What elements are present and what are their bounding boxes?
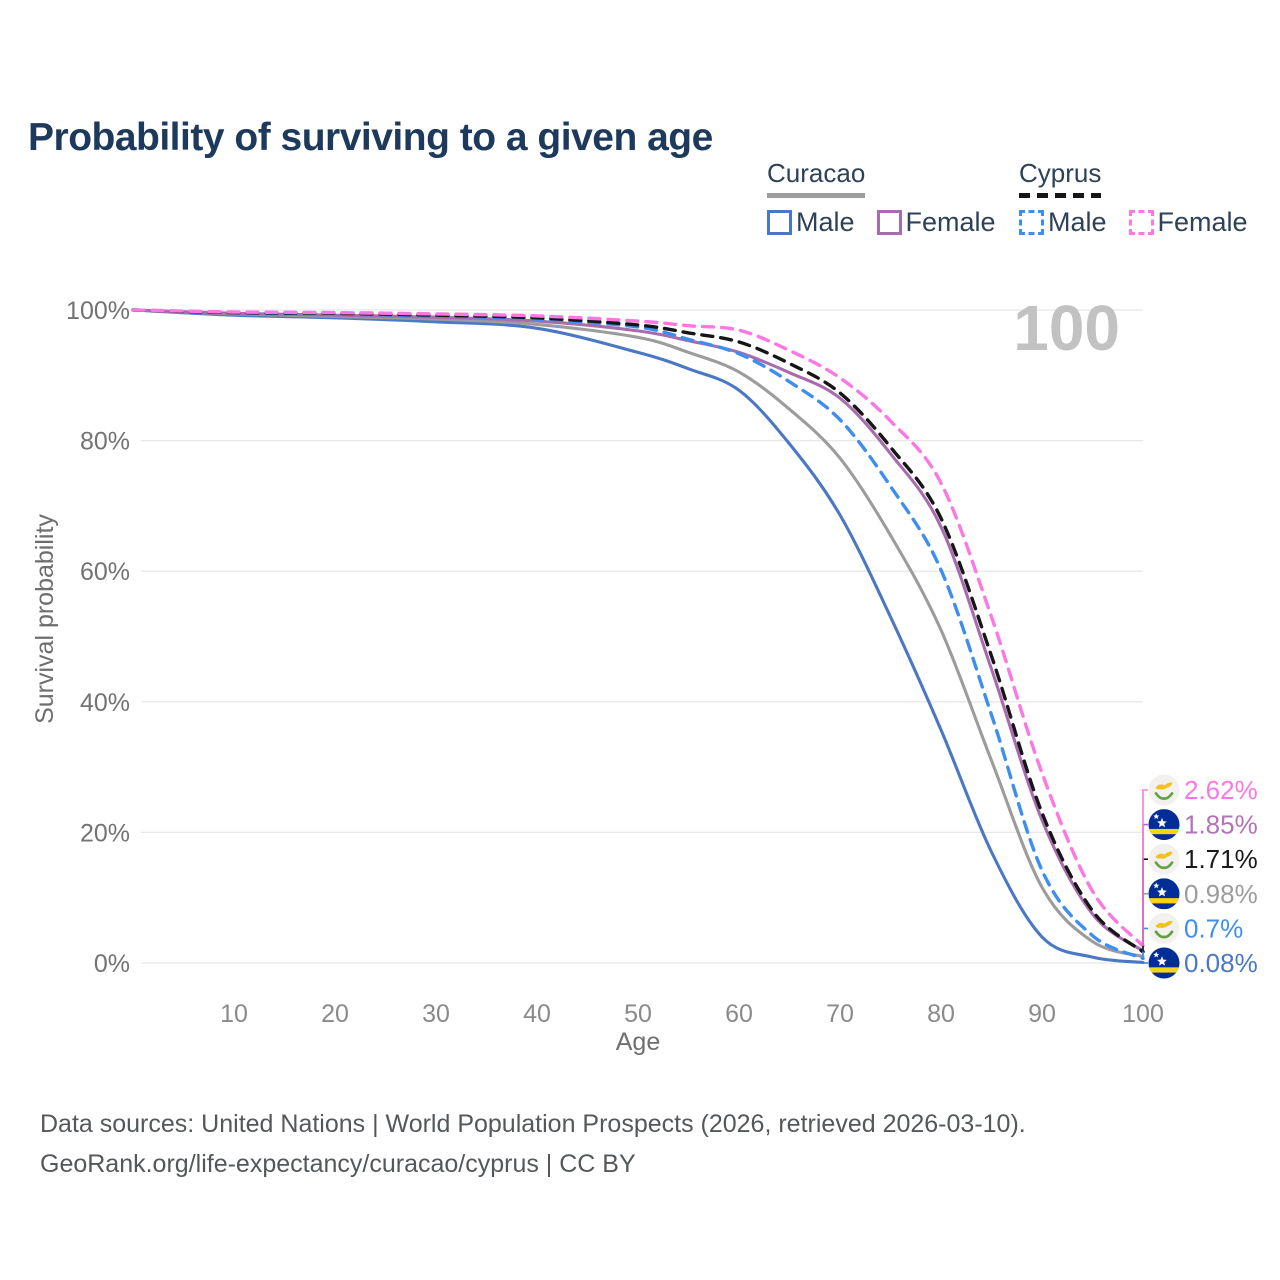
hovered-age-indicator: 100 bbox=[1013, 292, 1120, 364]
y-tick-20%: 20% bbox=[80, 819, 130, 847]
legend-item-cyprus-female[interactable]: Female bbox=[1128, 207, 1248, 238]
legend-label-curacao-female: Female bbox=[905, 207, 996, 237]
cyprus-flag-icon bbox=[1148, 843, 1180, 875]
y-tick-0%: 0% bbox=[94, 950, 130, 978]
legend-country-cyprus-label: Cyprus bbox=[1019, 158, 1102, 188]
x-tick-60: 60 bbox=[725, 1000, 753, 1028]
end-value-cyprus-female: 2.62% bbox=[1184, 775, 1258, 805]
x-tick-50: 50 bbox=[624, 1000, 652, 1028]
x-tick-100: 100 bbox=[1122, 1000, 1164, 1028]
legend-label-cyprus-male: Male bbox=[1048, 207, 1107, 237]
footer-attribution: GeoRank.org/life-expectancy/curacao/cypr… bbox=[40, 1150, 636, 1178]
series-line-curacao-male[interactable] bbox=[131, 308, 1145, 965]
footer-data-sources: Data sources: United Nations | World Pop… bbox=[40, 1110, 1026, 1138]
series-line-cyprus-male[interactable] bbox=[131, 308, 1145, 961]
y-axis-title: Survival probability bbox=[31, 514, 59, 724]
leader-line-cyprus-female bbox=[1142, 789, 1148, 946]
legend-curacao-line-sample bbox=[767, 193, 866, 198]
legend-label-cyprus-female: Female bbox=[1157, 207, 1248, 237]
legend-swatch-curacao-male bbox=[767, 210, 792, 235]
x-tick-30: 30 bbox=[422, 1000, 450, 1028]
curacao-flag-icon bbox=[1148, 809, 1180, 841]
end-value-curacao-female: 1.85% bbox=[1184, 810, 1258, 840]
x-tick-10: 10 bbox=[220, 1000, 248, 1028]
leader-line-curacao-male bbox=[1142, 962, 1148, 964]
chart-title: Probability of surviving to a given age bbox=[28, 116, 713, 160]
y-tick-100%: 100% bbox=[66, 297, 130, 325]
series-line-cyprus-female[interactable] bbox=[131, 308, 1145, 948]
curacao-flag-icon bbox=[1148, 878, 1180, 910]
survival-chart-canvas[interactable]: 0% 20% 40% 60% 80% 100% 10 20 30 40 50 60 70 80 90 100 0… bbox=[0, 0, 1280, 1090]
y-tick-60%: 60% bbox=[80, 558, 130, 586]
curacao-flag-icon bbox=[1148, 947, 1180, 979]
y-tick-80%: 80% bbox=[80, 428, 130, 456]
legend-country-curacao[interactable]: Curacao bbox=[767, 158, 866, 198]
legend-cyprus-line-sample bbox=[1019, 193, 1102, 198]
footer: Data sources: United Nations | World Pop… bbox=[40, 1104, 1026, 1184]
legend-country-cyprus[interactable]: Cyprus bbox=[1019, 158, 1102, 198]
x-axis-title: Age bbox=[615, 1028, 661, 1056]
legend-label-curacao-male: Male bbox=[796, 207, 855, 237]
legend-item-curacao-female[interactable]: Female bbox=[876, 207, 996, 238]
legend-swatch-curacao-female bbox=[876, 210, 902, 235]
x-tick-80: 80 bbox=[927, 1000, 955, 1028]
legend-swatch-cyprus-female bbox=[1128, 210, 1154, 235]
x-tick-70: 70 bbox=[826, 1000, 854, 1028]
y-tick-40%: 40% bbox=[80, 689, 130, 717]
end-value-curacao-both-sexes: 0.98% bbox=[1184, 879, 1258, 909]
x-tick-40: 40 bbox=[523, 1000, 551, 1028]
cyprus-flag-icon bbox=[1148, 912, 1180, 944]
cyprus-flag-icon bbox=[1148, 774, 1180, 806]
legend-item-cyprus-male[interactable]: Male bbox=[1019, 207, 1107, 238]
legend-item-curacao-male[interactable]: Male bbox=[767, 207, 855, 238]
legend-swatch-cyprus-male bbox=[1019, 210, 1044, 235]
x-tick-20: 20 bbox=[321, 1000, 349, 1028]
end-value-cyprus-male: 0.7% bbox=[1184, 913, 1243, 943]
end-value-curacao-male: 0.08% bbox=[1184, 948, 1258, 978]
legend-group-cyprus: Cyprus Male Female bbox=[1019, 158, 1248, 238]
legend-group-curacao: Curacao Male Female bbox=[767, 158, 996, 238]
x-tick-90: 90 bbox=[1028, 1000, 1056, 1028]
end-value-cyprus-both-sexes: 1.71% bbox=[1184, 844, 1258, 874]
legend-country-curacao-label: Curacao bbox=[767, 158, 866, 188]
series-line-curacao-both-sexes[interactable] bbox=[131, 308, 1145, 959]
